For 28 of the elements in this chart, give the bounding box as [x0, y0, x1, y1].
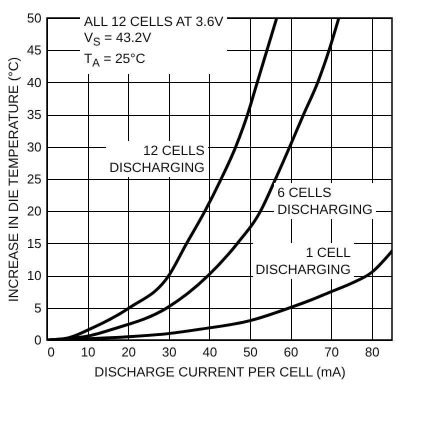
- x-tick-label: 50: [243, 344, 258, 360]
- annotation: ALL 12 CELLS AT 3.6V: [84, 14, 224, 30]
- y-tick-label: 35: [27, 107, 42, 122]
- y-tick-label: 10: [27, 268, 42, 284]
- y-tick-label: 25: [27, 172, 42, 186]
- x-tick-label: 30: [162, 344, 176, 360]
- annotation: T$_{A}$ = 25°C: [84, 50, 146, 72]
- y-tick-label: 50: [27, 10, 42, 26]
- x-tick-label: 70: [324, 344, 339, 360]
- y-tick-label: 45: [27, 42, 42, 58]
- x-tick-label: 10: [80, 344, 96, 360]
- y-tick-label: 20: [27, 204, 42, 219]
- x-tick-label: 40: [202, 344, 218, 360]
- y-tick-label: 30: [27, 139, 42, 154]
- y-axis-title: INCREASE IN DIE TEMPERATURE (°C): [6, 57, 22, 302]
- x-axis-title: DISCHARGE CURRENT PER CELL (mA): [94, 364, 346, 380]
- y-tick-label: 0: [34, 332, 42, 348]
- series-label: 6 CELLS DISCHARGING: [274, 183, 376, 220]
- x-tick-label: 20: [121, 344, 136, 360]
- y-tick-label: 5: [34, 300, 42, 316]
- x-tick-label: 0: [48, 344, 55, 360]
- y-tick-label: 40: [27, 74, 42, 90]
- series-label: 12 CELLS DISCHARGING: [106, 141, 208, 178]
- series-label: 1 CELL DISCHARGING: [252, 242, 354, 279]
- x-tick-label: 60: [284, 344, 298, 360]
- x-tick-label: 80: [364, 344, 380, 360]
- annotation: V$_{S}$ = 43.2V: [84, 30, 152, 51]
- y-tick-label: 15: [27, 236, 42, 251]
